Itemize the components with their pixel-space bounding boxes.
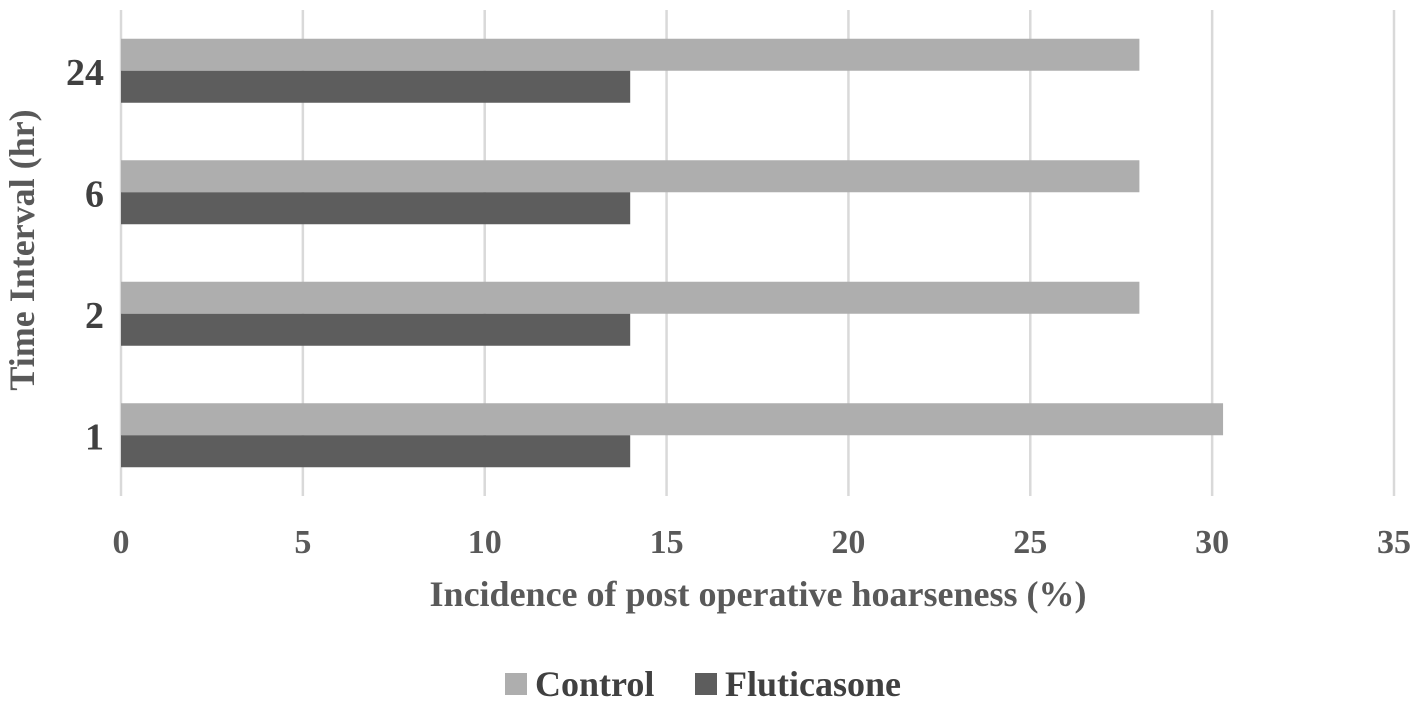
x-axis-title: Incidence of post operative hoarseness (… <box>430 574 1087 614</box>
x-tick-label: 5 <box>294 524 311 561</box>
bar-fluticasone-24 <box>121 70 631 103</box>
legend-swatch <box>505 673 527 695</box>
x-tick-label: 15 <box>650 524 684 561</box>
y-category-label: 1 <box>85 416 104 458</box>
x-tick-labels: 0 5 10 15 20 25 30 35 <box>113 524 1412 561</box>
bar-control-6 <box>121 160 1140 193</box>
y-category-labels: 1 2 6 24 <box>66 52 104 459</box>
y-category-label: 24 <box>66 52 104 94</box>
legend: Control Fluticasone <box>505 664 901 702</box>
bars <box>121 38 1224 468</box>
bar-control-24 <box>121 38 1140 71</box>
legend-label: Control <box>535 664 654 702</box>
y-axis-title: Time Interval (hr) <box>2 109 42 390</box>
bar-control-1 <box>121 403 1224 436</box>
x-tick-label: 0 <box>113 524 130 561</box>
bar-fluticasone-2 <box>121 313 631 346</box>
y-category-label: 2 <box>85 295 104 337</box>
bar-fluticasone-6 <box>121 192 631 225</box>
legend-item-fluticasone: Fluticasone <box>695 664 901 702</box>
legend-label: Fluticasone <box>725 664 901 702</box>
legend-item-control: Control <box>505 664 654 702</box>
x-tick-label: 10 <box>468 524 502 561</box>
x-tick-label: 30 <box>1195 524 1229 561</box>
x-tick-label: 20 <box>831 524 865 561</box>
legend-swatch <box>695 673 717 695</box>
bar-fluticasone-1 <box>121 435 631 468</box>
x-tick-label: 25 <box>1013 524 1047 561</box>
bar-control-2 <box>121 281 1140 314</box>
x-tick-label: 35 <box>1377 524 1411 561</box>
y-category-label: 6 <box>85 173 104 215</box>
